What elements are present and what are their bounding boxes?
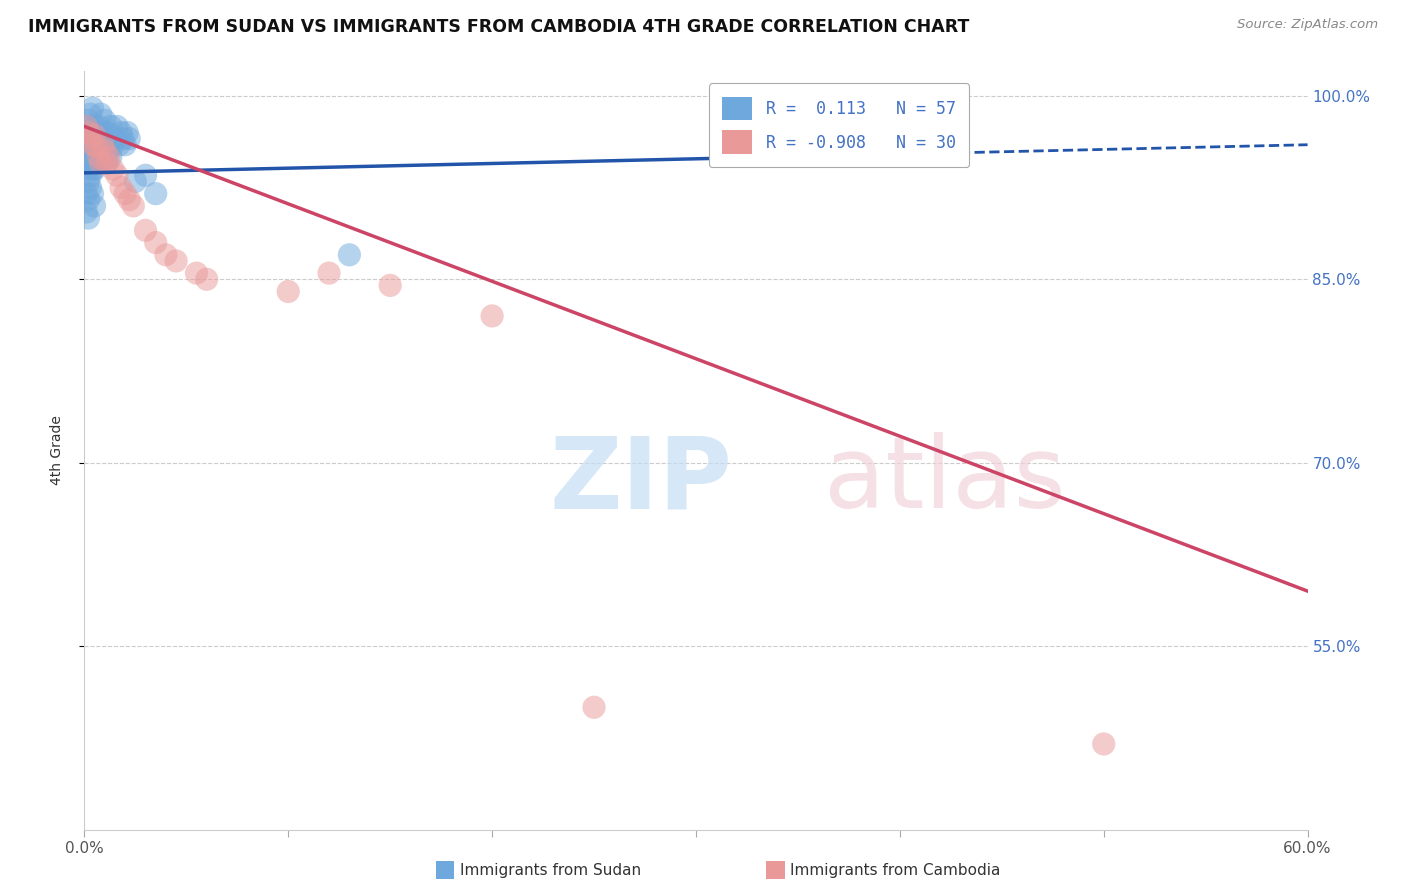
Point [87, 150, 110, 164]
Point [82, 186, 104, 201]
Point [86, 140, 108, 154]
Point [79, 156, 101, 170]
Point [75, 120, 97, 134]
Point [108, 137, 131, 152]
Point [96, 131, 118, 145]
Point [339, 248, 361, 262]
Point [77, 126, 100, 140]
Point [93, 113, 115, 128]
Point [101, 137, 124, 152]
Point [77, 193, 100, 207]
Point [145, 186, 167, 201]
Text: Immigrants from Cambodia: Immigrants from Cambodia [790, 863, 1001, 878]
Point [83, 120, 105, 134]
Point [100, 120, 122, 134]
Point [82, 137, 104, 152]
Point [77, 137, 100, 152]
Point [122, 199, 145, 213]
Point [86, 150, 108, 164]
Point [277, 285, 299, 299]
Point [79, 180, 101, 194]
Point [97, 144, 120, 158]
Point [82, 144, 104, 158]
Point [83, 162, 105, 177]
Point [91, 137, 114, 152]
Point [104, 131, 127, 145]
Point [79, 107, 101, 121]
Point [75, 120, 97, 134]
Point [77, 174, 100, 188]
Point [77, 211, 100, 226]
Point [86, 137, 108, 152]
Point [82, 131, 104, 145]
Point [75, 205, 97, 219]
Point [114, 137, 136, 152]
Text: atlas: atlas [824, 433, 1066, 529]
Point [93, 126, 115, 140]
Point [93, 144, 115, 158]
Point [91, 137, 114, 152]
Point [75, 150, 97, 164]
Point [318, 266, 340, 280]
Point [1092, 737, 1115, 751]
Point [110, 126, 132, 140]
Point [112, 131, 135, 145]
Point [90, 156, 112, 170]
Legend: R =  0.113   N = 57, R = -0.908   N = 30: R = 0.113 N = 57, R = -0.908 N = 30 [709, 84, 969, 168]
Point [87, 120, 110, 134]
Point [79, 169, 101, 183]
Point [79, 131, 101, 145]
Point [75, 186, 97, 201]
Point [105, 169, 128, 183]
Point [77, 162, 100, 177]
Text: IMMIGRANTS FROM SUDAN VS IMMIGRANTS FROM CAMBODIA 4TH GRADE CORRELATION CHART: IMMIGRANTS FROM SUDAN VS IMMIGRANTS FROM… [28, 18, 970, 36]
Point [135, 169, 157, 183]
Point [155, 248, 177, 262]
Point [105, 120, 128, 134]
Point [90, 131, 112, 145]
Point [145, 235, 167, 250]
Point [86, 126, 108, 140]
Point [93, 144, 115, 158]
Point [481, 309, 503, 323]
Point [87, 156, 110, 170]
Point [101, 162, 124, 177]
Point [91, 150, 114, 164]
Point [83, 128, 105, 142]
Point [165, 253, 187, 268]
Point [90, 107, 112, 121]
Text: Source: ZipAtlas.com: Source: ZipAtlas.com [1237, 18, 1378, 31]
Point [186, 266, 208, 280]
Point [110, 180, 132, 194]
Point [79, 126, 101, 140]
Point [195, 272, 218, 286]
Point [124, 174, 146, 188]
Point [100, 150, 122, 164]
Point [82, 162, 104, 177]
Y-axis label: 4th Grade: 4th Grade [49, 416, 63, 485]
Point [380, 278, 402, 293]
Point [583, 700, 606, 714]
Point [118, 131, 141, 145]
Point [118, 193, 141, 207]
Point [135, 223, 157, 237]
Point [87, 150, 110, 164]
Point [115, 126, 138, 140]
Point [114, 186, 136, 201]
Point [90, 144, 112, 158]
Text: ZIP: ZIP [550, 433, 733, 529]
Point [97, 150, 120, 164]
Point [97, 126, 120, 140]
Point [77, 113, 100, 128]
Point [83, 199, 105, 213]
Point [82, 101, 104, 115]
Point [96, 156, 118, 170]
Text: Immigrants from Sudan: Immigrants from Sudan [460, 863, 641, 878]
Point [96, 156, 118, 170]
Point [83, 144, 105, 158]
